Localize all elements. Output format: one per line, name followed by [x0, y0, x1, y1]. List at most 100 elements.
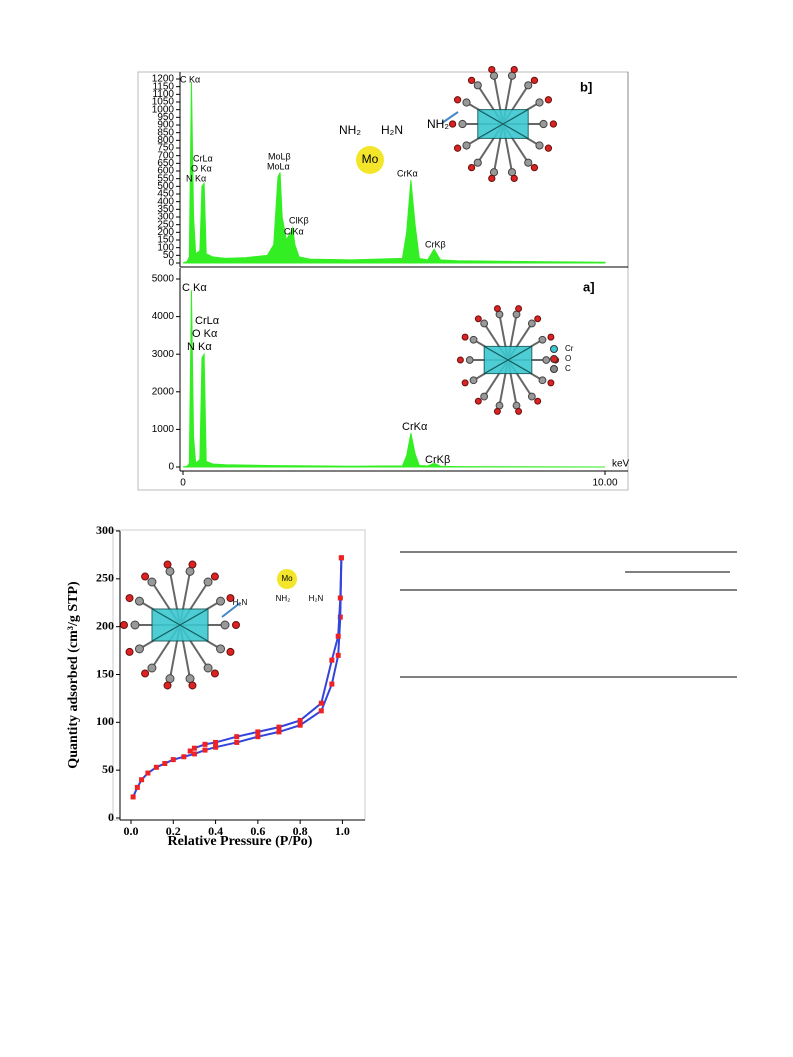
- data-point: [255, 734, 261, 740]
- data-point: [213, 739, 219, 745]
- data-point: [145, 770, 151, 776]
- atom-o: [448, 120, 457, 128]
- peak-label: CrKβ: [425, 239, 446, 249]
- atom-o: [515, 407, 523, 415]
- inset-label: NH₂: [276, 594, 291, 603]
- mo-atom: [277, 569, 297, 589]
- data-point: [191, 745, 197, 751]
- atom-o: [453, 144, 462, 152]
- panel-label: b]: [580, 79, 592, 94]
- y-tick-label: 1050: [152, 97, 175, 108]
- spectrum: [182, 290, 606, 468]
- atom-c: [524, 158, 533, 167]
- isotherm-line: [189, 557, 343, 752]
- atom-o: [125, 594, 134, 603]
- inset-label: Cr: [565, 344, 574, 353]
- data-point: [191, 751, 197, 757]
- data-point: [162, 760, 168, 766]
- data-point: [234, 739, 240, 745]
- peak-label: CrKβ: [425, 454, 450, 466]
- atom-c: [473, 158, 482, 167]
- y-tick-label: 500: [157, 181, 174, 192]
- atom-c: [527, 319, 536, 328]
- data-point: [202, 741, 208, 747]
- y-tick-label: 850: [157, 127, 174, 138]
- atom-o: [534, 397, 542, 405]
- y-tick-label: 2000: [152, 386, 175, 397]
- atom-o: [141, 669, 150, 678]
- inset-label: H₂N: [309, 594, 324, 603]
- atom-c: [216, 644, 226, 654]
- panel-label: a]: [583, 279, 595, 294]
- y-tick-label: 100: [157, 242, 174, 253]
- data-point: [318, 708, 324, 714]
- atom-o: [456, 356, 464, 364]
- y-tick-label: 400: [157, 196, 174, 207]
- data-point: [181, 754, 187, 760]
- y-tick-label: 50: [163, 250, 175, 261]
- x-tick-label: 0: [180, 478, 186, 489]
- y-tick-label: 200: [157, 227, 174, 238]
- y-tick-label: 4000: [152, 311, 175, 322]
- atom-c: [147, 577, 157, 587]
- atom-o: [515, 305, 523, 313]
- atom-o: [530, 163, 539, 172]
- legend-swatch: [550, 345, 558, 353]
- data-point: [134, 784, 140, 790]
- atom-c: [216, 596, 226, 606]
- atom-o: [232, 621, 240, 629]
- atom-c: [465, 356, 474, 364]
- peak-label: CrLα: [193, 153, 213, 163]
- atom-c: [134, 596, 144, 606]
- atom-o: [141, 572, 150, 581]
- atom-o: [467, 163, 476, 172]
- y-tick-label: 1000: [152, 104, 175, 115]
- y-tick-label: 3000: [152, 349, 175, 360]
- data-point: [335, 633, 341, 639]
- atom-c: [165, 674, 175, 684]
- data-point: [213, 744, 219, 750]
- data-point: [338, 555, 344, 561]
- x-axis-label: keV: [612, 459, 630, 470]
- atom-c: [462, 98, 471, 107]
- atom-o: [188, 560, 197, 569]
- y-tick-label: 1100: [152, 89, 174, 100]
- data-point: [234, 734, 240, 740]
- x-tick-label: 10.00: [592, 478, 617, 489]
- data-point: [139, 777, 145, 783]
- y-tick-label: 600: [157, 166, 174, 177]
- data-point: [335, 652, 341, 658]
- peak-label: O Kα: [192, 328, 218, 340]
- data-point: [130, 794, 136, 800]
- y-tick-label: 950: [157, 112, 174, 123]
- atom-o: [125, 647, 134, 656]
- atom-c: [458, 119, 467, 129]
- y-tick-label: 900: [157, 120, 174, 131]
- peak-label: CrKα: [397, 168, 418, 178]
- atom-o: [547, 333, 555, 341]
- atom-c: [130, 620, 140, 630]
- peak-label: C Kα: [182, 282, 207, 294]
- atom-o: [474, 315, 482, 323]
- inset-label: Mo: [281, 574, 293, 583]
- y-axis-label: Quantity adsorbed (cm³/g STP): [66, 581, 81, 769]
- peak-label: O Kα: [191, 163, 212, 173]
- y-tick-label: 350: [157, 204, 174, 215]
- spectrum: [182, 82, 606, 264]
- y-tick-label: 250: [157, 219, 174, 230]
- peak-label: C Kα: [180, 74, 200, 84]
- atom-c: [469, 335, 478, 344]
- atom-c: [220, 620, 230, 630]
- data-point: [297, 722, 303, 728]
- atom-o: [530, 76, 539, 85]
- peak-label: MoLβ: [268, 151, 291, 161]
- atom-c: [147, 663, 157, 673]
- atom-c: [527, 392, 536, 401]
- y-tick-label: 1200: [152, 74, 175, 85]
- data-point: [276, 724, 282, 730]
- data-point: [329, 681, 335, 687]
- data-point: [187, 748, 193, 754]
- y-tick-label: 1000: [152, 424, 175, 435]
- y-tick-label: 800: [157, 135, 174, 146]
